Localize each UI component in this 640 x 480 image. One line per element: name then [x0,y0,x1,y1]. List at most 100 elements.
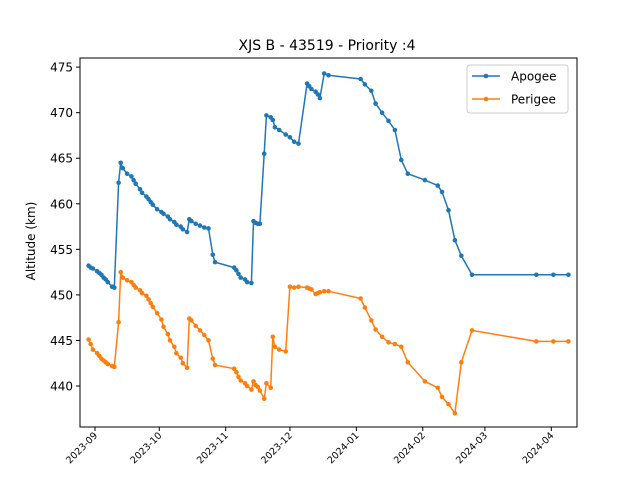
data-point-apogee [202,225,207,230]
data-point-apogee [139,190,145,196]
data-point-apogee [291,139,297,145]
data-point-apogee [439,189,445,195]
legend: Apogee Perigee [466,64,569,114]
data-point-perigee [452,411,458,416]
data-point-apogee [193,221,198,227]
data-point-perigee [261,396,267,402]
data-point-perigee [189,318,194,323]
data-point-apogee [435,183,441,188]
y-tick-label: 450 [50,288,73,302]
data-point-perigee [296,284,301,290]
y-axis-label: Altitude (km) [24,202,38,281]
data-point-perigee [231,366,237,372]
data-point-apogee [276,127,282,133]
data-point-perigee [276,347,282,352]
data-point-apogee [459,253,464,258]
data-point-apogee [309,86,314,92]
data-point-perigee [405,360,411,365]
data-point-perigee [551,339,556,344]
data-point-perigee [165,331,171,337]
data-point-perigee [193,323,198,329]
y-tick-label: 465 [50,152,73,166]
legend-marker-perigee [483,96,489,102]
data-point-apogee [150,202,156,207]
y-tick-label: 475 [50,61,73,75]
data-point-apogee [261,151,267,156]
data-point-apogee [180,227,186,232]
y-tick-label: 455 [50,243,73,257]
data-point-apogee [373,101,378,106]
data-point-perigee [161,324,166,330]
data-point-apogee [120,165,126,171]
data-point-perigee [212,362,218,368]
data-point-perigee [283,349,289,354]
legend-box [466,64,569,114]
y-tick-label: 460 [50,197,73,211]
y-tick-label: 445 [50,334,73,348]
data-point-apogee [118,160,123,166]
data-point-perigee [159,317,164,322]
data-point-perigee [146,297,151,302]
data-point-perigee [178,355,183,361]
data-point-apogee [566,272,571,278]
chart-title: XJS B - 43519 - Priority :4 [238,38,415,54]
data-point-apogee [257,221,263,227]
data-point-perigee [238,378,243,383]
data-point-apogee [167,217,173,222]
data-point-perigee [459,360,464,365]
data-point-apogee [362,82,368,87]
data-point-perigee [317,289,323,295]
data-point-apogee [534,272,539,278]
data-point-perigee [566,339,571,344]
data-point-apogee [197,223,203,228]
data-point-perigee [86,337,91,342]
data-point-apogee [189,218,194,224]
data-point-perigee [379,334,385,340]
data-point-perigee [206,338,211,343]
data-point-perigee [197,328,203,333]
data-point-apogee [234,268,239,273]
data-point-perigee [202,332,207,338]
data-point-apogee [452,237,458,243]
data-point-perigee [244,383,250,389]
data-point-perigee [255,384,261,390]
data-point-apogee [392,127,398,133]
data-point-perigee [422,379,428,384]
data-point-perigee [287,284,293,290]
data-point-apogee [551,272,556,278]
data-point-perigee [392,341,398,347]
data-point-apogee [270,117,276,123]
data-point-perigee [321,288,327,294]
data-point-perigee [435,385,441,391]
data-point-perigee [399,344,404,350]
data-point-perigee [210,356,216,362]
data-point-perigee [362,305,368,310]
data-point-apogee [238,275,243,280]
data-point-perigee [264,381,269,386]
data-point-perigee [386,340,391,345]
data-point-perigee [133,285,138,290]
data-point-apogee [283,132,289,137]
data-point-perigee [446,401,451,407]
data-point-perigee [358,296,363,301]
data-point-perigee [148,300,153,306]
data-point-apogee [184,229,190,235]
data-point-apogee [131,177,136,183]
data-point-apogee [210,252,216,258]
legend-label-perigee: Perigee [511,93,556,107]
data-point-apogee [212,259,218,265]
data-point-apogee [287,135,293,140]
data-point-apogee [446,207,451,213]
data-point-perigee [270,334,276,340]
data-point-perigee [251,379,256,384]
data-point-apogee [112,285,117,290]
data-point-apogee [244,279,250,285]
data-point-perigee [373,327,378,332]
data-point-apogee [399,157,404,163]
data-point-perigee [90,347,96,352]
data-point-apogee [405,171,411,176]
data-point-perigee [124,278,130,283]
data-point-perigee [236,374,241,380]
data-point-apogee [369,88,374,94]
